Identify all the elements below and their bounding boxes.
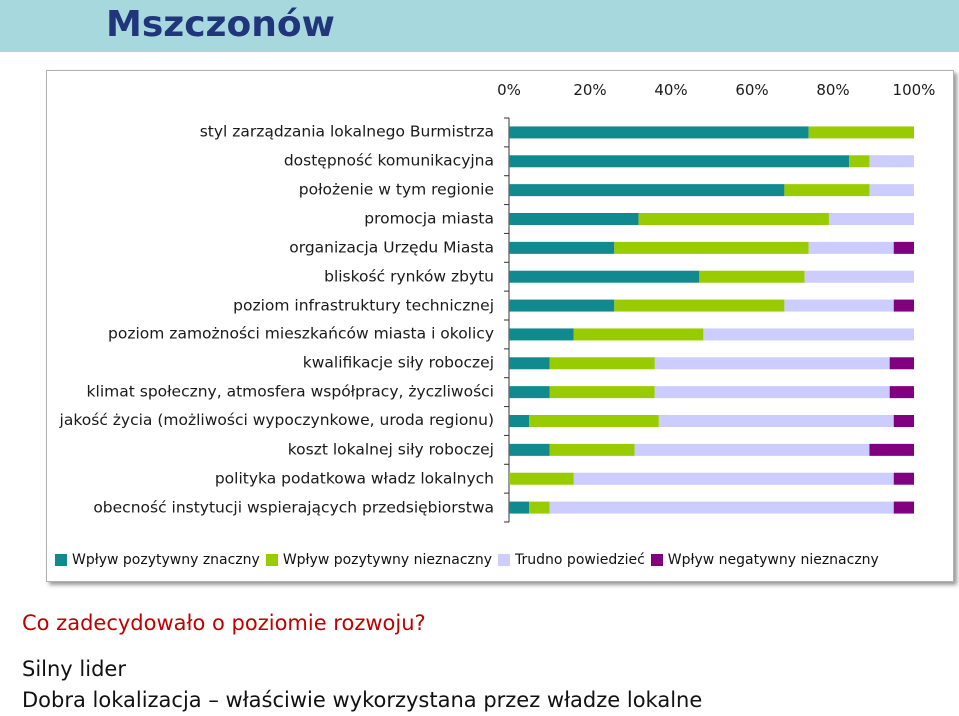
category-label: polityka podatkowa władz lokalnych — [214, 469, 494, 488]
page-title: Mszczonów — [106, 4, 335, 45]
bar-segment — [549, 443, 635, 456]
bar-segment — [869, 155, 914, 168]
x-tick-label: 0% — [497, 81, 521, 99]
category-label: kwalifikacje siły roboczej — [302, 353, 494, 372]
bar-segment — [638, 213, 829, 225]
legend-swatch — [650, 554, 663, 566]
bar-segment — [869, 184, 914, 197]
category-label: dostępność komunikacyjna — [283, 151, 494, 170]
legend-label: Wpływ pozytywny znaczny — [72, 552, 260, 568]
bar-segment — [509, 415, 530, 427]
bar-segment — [509, 155, 850, 168]
category-label: położenie w tym regionie — [298, 180, 494, 199]
bar-segment — [634, 443, 870, 456]
bar-segment — [549, 357, 655, 370]
legend-label: Wpływ negatywny nieznaczny — [667, 552, 879, 568]
bar-segment — [509, 501, 530, 514]
bar-segment — [893, 472, 914, 485]
legend-item: Wpływ pozytywny znaczny — [55, 552, 260, 568]
x-tick-label: 60% — [735, 81, 768, 99]
bar-segment — [509, 213, 639, 225]
bar-segment — [893, 501, 914, 514]
bar-segment — [889, 357, 914, 370]
bar-segment — [804, 270, 914, 283]
bar-segment — [849, 155, 870, 168]
bar-segment — [869, 443, 914, 456]
category-label: jakość życia (możliwości wypoczynkowe, u… — [59, 411, 494, 429]
bar-segment — [784, 299, 894, 312]
question-heading: Co zadecydowało o poziomie rozwoju? — [22, 611, 426, 635]
bar-segment — [654, 386, 890, 399]
bar-segment — [828, 213, 914, 225]
bar-segment — [654, 357, 890, 370]
bar-segment — [509, 126, 809, 139]
legend-swatch — [265, 554, 278, 566]
category-label: koszt lokalnej siły roboczej — [287, 440, 494, 459]
bar-segment — [573, 328, 704, 341]
bar-segment — [509, 241, 615, 254]
category-label: promocja miasta — [364, 209, 494, 228]
bar-segment — [509, 386, 550, 399]
x-tick-label: 40% — [654, 81, 687, 99]
legend-item: Wpływ pozytywny nieznaczny — [265, 552, 493, 568]
bar-segment — [808, 241, 894, 254]
bar-segment — [658, 415, 894, 427]
x-tick-label: 80% — [816, 81, 849, 99]
category-label: organizacja Urzędu Miasta — [289, 238, 494, 257]
category-label: poziom infrastruktury technicznej — [233, 296, 494, 315]
category-label: bliskość rynków zbytu — [324, 267, 494, 286]
answer-strong-leader: Silny lider — [22, 657, 126, 681]
bar-segment — [893, 241, 914, 254]
answer-good-location: Dobra lokalizacja – właściwie wykorzysta… — [22, 688, 703, 712]
legend-swatch — [498, 554, 511, 566]
bar-segment — [784, 184, 870, 197]
bar-segment — [808, 126, 914, 139]
legend-label: Wpływ pozytywny nieznaczny — [282, 552, 493, 568]
bar-segment — [509, 328, 574, 341]
category-label: obecność instytucji wspierających przeds… — [93, 498, 494, 517]
legend-item: Trudno powiedzieć — [498, 552, 645, 568]
bar-segment — [703, 328, 914, 341]
x-tick-label: 20% — [573, 81, 606, 99]
bar-segment — [509, 443, 550, 456]
title-band — [0, 0, 959, 52]
bar-segment — [893, 299, 914, 312]
bar-segment — [509, 184, 785, 197]
bar-segment — [529, 415, 659, 427]
bar-segment — [699, 270, 805, 283]
category-label: poziom zamożności mieszkańców miasta i o… — [108, 324, 494, 343]
bar-segment — [549, 501, 894, 514]
bar-segment — [509, 357, 550, 370]
bar-segment — [509, 472, 574, 485]
bar-segment — [509, 299, 615, 312]
bar-segment — [614, 299, 785, 312]
bar-segment — [614, 241, 809, 254]
legend-label: Trudno powiedzieć — [515, 552, 645, 568]
bar-segment — [893, 415, 914, 427]
x-tick-label: 100% — [893, 81, 936, 99]
bar-segment — [549, 386, 655, 399]
category-label: klimat społeczny, atmosfera współpracy, … — [86, 382, 494, 401]
bar-segment — [509, 270, 700, 283]
bar-segment — [529, 501, 550, 514]
legend-item: Wpływ negatywny nieznaczny — [650, 552, 879, 568]
category-label: styl zarządzania lokalnego Burmistrza — [199, 122, 494, 141]
chart-legend: Wpływ pozytywny znaczny Wpływ pozytywny n… — [55, 550, 885, 570]
legend-swatch — [55, 554, 67, 566]
bar-segment — [889, 386, 914, 399]
bar-segment — [573, 472, 894, 485]
